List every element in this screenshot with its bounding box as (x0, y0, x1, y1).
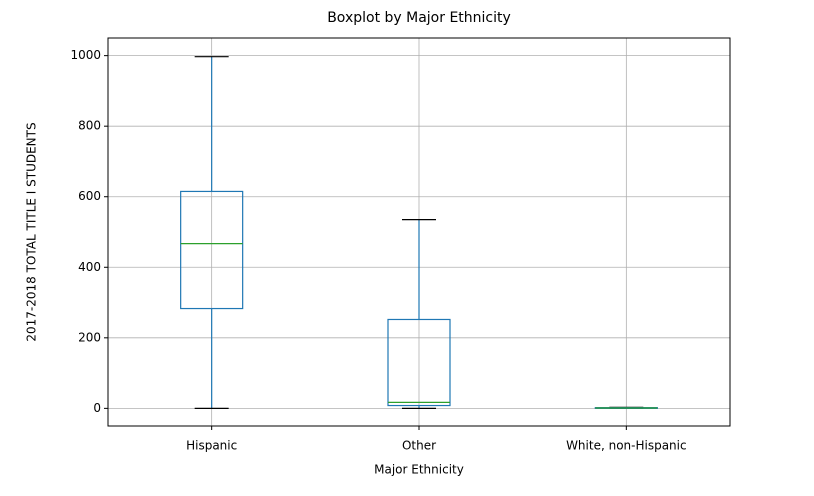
y-tick-label: 1000 (70, 48, 101, 62)
y-axis-label: 2017-2018 TOTAL TITLE I STUDENTS (25, 122, 39, 341)
x-axis-label: Major Ethnicity (374, 463, 464, 477)
y-tick-label: 400 (78, 260, 101, 274)
x-tick-label: Other (402, 439, 436, 453)
plot-frame (107, 37, 731, 427)
y-tick-label: 0 (93, 401, 101, 415)
x-tick-label: White, non-Hispanic (566, 439, 687, 453)
y-tick-label: 600 (78, 189, 101, 203)
box (180, 190, 244, 310)
box (387, 318, 451, 407)
chart-title: Boxplot by Major Ethnicity (327, 10, 511, 26)
y-tick-label: 800 (78, 119, 101, 133)
x-tick-label: Hispanic (186, 439, 237, 453)
y-tick-label: 200 (78, 330, 101, 344)
